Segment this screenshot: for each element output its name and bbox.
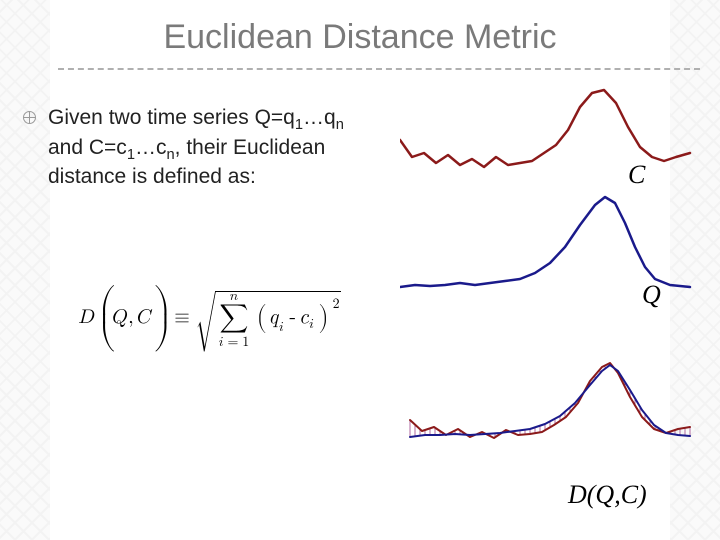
label-DQC: D(Q,C) [568, 480, 647, 510]
time-series-illustration: C Q D(Q,C) [400, 85, 700, 505]
bullet-icon [22, 110, 37, 125]
label-C: C [628, 160, 645, 190]
title-underline [58, 68, 700, 70]
bullet-paragraph: Given two time series Q=q1…qn and C=c1…c… [48, 105, 378, 190]
distance-formula: D(Q,C)≡∑i=1n(qi-ci)2 [70, 285, 350, 352]
label-Q: Q [642, 280, 661, 310]
slide: Euclidean Distance Metric Given two time… [0, 0, 720, 540]
bullet-text: Given two time series Q=q1…qn and C=c1…c… [48, 106, 344, 188]
slide-title: Euclidean Distance Metric [0, 18, 720, 57]
